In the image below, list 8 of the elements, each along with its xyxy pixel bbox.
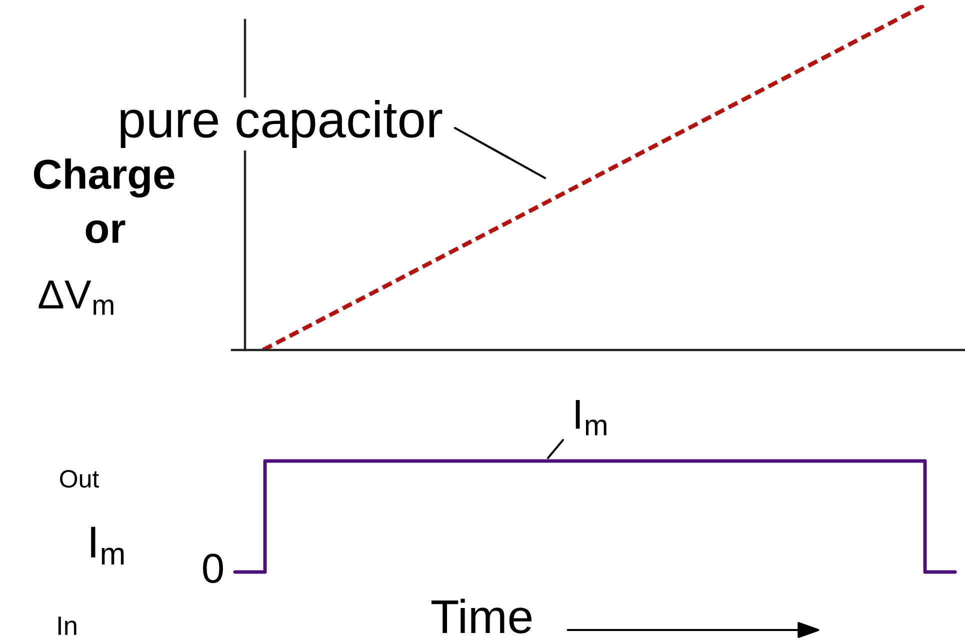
y-axis-title: I$_{m}$: [91, 526, 124, 564]
text: I$_{m}$: [576, 400, 606, 436]
annotation: pure capacitor: [120, 100, 442, 148]
text: Out: [60, 470, 99, 488]
annotation: 0: [203, 554, 223, 584]
x-axis-title: Time: [431, 598, 532, 634]
y-axis-title: Charge or ΔV$_{m}$: [34, 158, 174, 315]
text: In: [58, 616, 76, 635]
